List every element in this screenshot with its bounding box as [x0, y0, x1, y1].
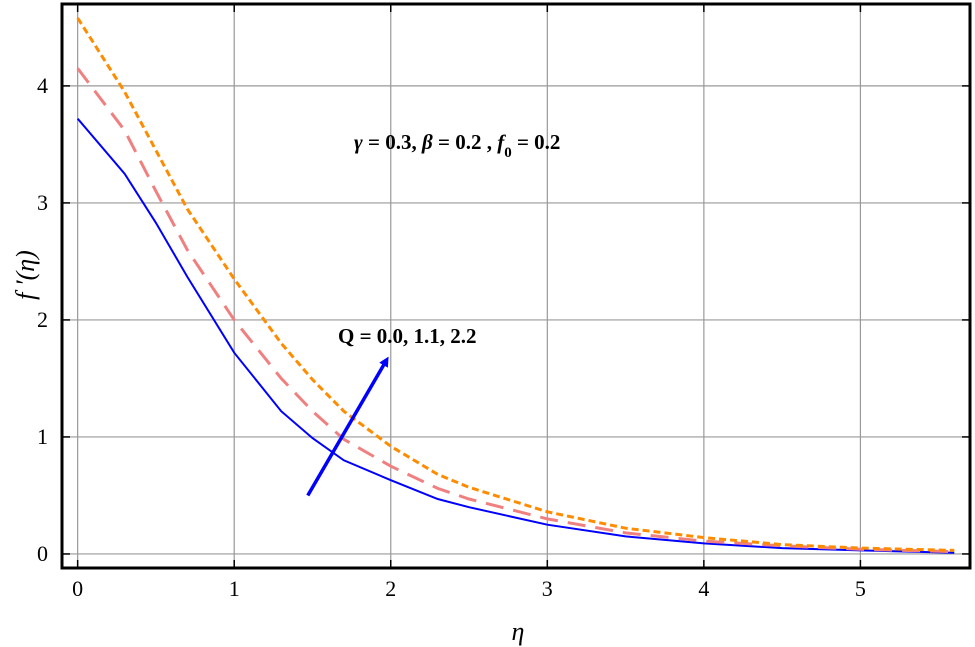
x-tick-label-5: 5 [855, 576, 866, 601]
q-increase-arrow [306, 356, 389, 497]
series-group [76, 17, 955, 554]
y-tick-label-2: 2 [37, 307, 48, 332]
x-tick-label-1: 1 [229, 576, 240, 601]
y-tick-label-1: 1 [37, 424, 48, 449]
axes-frame [60, 2, 972, 570]
x-tick-label-4: 4 [698, 576, 709, 601]
x-axis-label: η [512, 617, 525, 646]
y-tick-label-0: 0 [37, 541, 48, 566]
annotation-group: γ = 0.3, β = 0.2 , f0 = 0.2 Q = 0.0, 1.1,… [306, 130, 560, 497]
series-line-q-2 [76, 17, 955, 552]
x-tick-label-0: 0 [72, 576, 83, 601]
x-tick-label-2: 2 [385, 576, 396, 601]
series-line-q-0 [76, 118, 955, 554]
y-tick-label-3: 3 [37, 190, 48, 215]
params-annotation: γ = 0.3, β = 0.2 , f0 = 0.2 [354, 130, 560, 161]
y-tick-label-4: 4 [37, 73, 48, 98]
tick-group: 0 1 2 3 4 5 0 1 2 3 4 [37, 4, 970, 601]
plot-frame [60, 2, 972, 570]
x-tick-label-3: 3 [542, 576, 553, 601]
series-line-q-1 [76, 67, 955, 554]
y-axis-label: f ′(η) [11, 250, 40, 300]
q-values-annotation: Q = 0.0, 1.1, 2.2 [338, 324, 477, 348]
grid [62, 4, 970, 568]
